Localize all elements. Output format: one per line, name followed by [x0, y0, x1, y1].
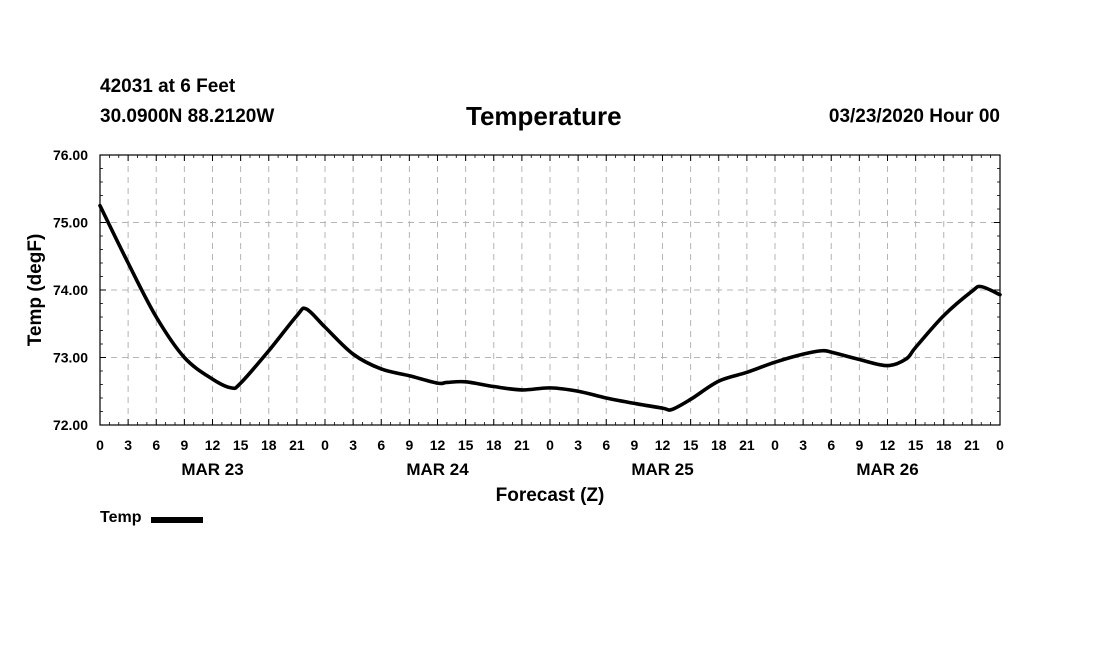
y-axis-title: Temp (degF) — [25, 234, 46, 347]
axes: 0 3 6 9 12 15 18 21 0 3 6 9 12 15 18 21 0 3 6 9 12 15 18 21 0 3 6 9… — [53, 147, 1004, 479]
x-tick-label: 9 — [405, 437, 413, 453]
temp-series-line — [98, 203, 1002, 412]
legend: Temp — [100, 509, 204, 527]
x-tick-label: 3 — [574, 437, 582, 453]
date-label: MAR 24 — [406, 460, 469, 479]
x-tick-label: 6 — [827, 437, 835, 453]
legend-label: Temp — [100, 509, 142, 526]
station-label: 42031 at 6 Feet — [100, 76, 236, 97]
y-tick-label: 76.00 — [53, 147, 88, 163]
x-tick-label: 0 — [96, 437, 104, 453]
x-tick-label: 21 — [289, 437, 305, 453]
x-tick-label: 0 — [996, 437, 1004, 453]
grid — [100, 155, 1000, 425]
x-tick-label: 6 — [152, 437, 160, 453]
x-tick-label: 18 — [711, 437, 727, 453]
series-layer — [98, 203, 1002, 412]
x-tick-label: 6 — [377, 437, 385, 453]
x-tick-label: 15 — [233, 437, 249, 453]
x-tick-label: 12 — [655, 437, 671, 453]
chart-title: Temperature — [466, 101, 622, 131]
y-tick-label: 73.00 — [53, 350, 88, 366]
location-label: 30.0900N 88.2120W — [100, 106, 275, 127]
x-tick-label: 18 — [936, 437, 952, 453]
date-label: MAR 23 — [181, 460, 243, 479]
x-tick-label: 12 — [880, 437, 896, 453]
y-tick-label: 74.00 — [53, 282, 88, 298]
x-tick-label: 15 — [683, 437, 699, 453]
forecast-datetime-label: 03/23/2020 Hour 00 — [828, 106, 1000, 127]
x-tick-label: 18 — [261, 437, 277, 453]
x-tick-label: 9 — [855, 437, 863, 453]
legend-line-swatch — [151, 516, 204, 523]
date-label: MAR 26 — [856, 460, 918, 479]
date-label: MAR 25 — [631, 460, 693, 479]
x-tick-label: 0 — [771, 437, 779, 453]
y-tick-label: 75.00 — [53, 215, 88, 231]
x-tick-label: 21 — [514, 437, 530, 453]
x-tick-label: 3 — [349, 437, 357, 453]
x-tick-label: 15 — [458, 437, 474, 453]
x-tick-label: 3 — [124, 437, 132, 453]
x-tick-label: 12 — [205, 437, 221, 453]
x-tick-label: 12 — [430, 437, 446, 453]
x-tick-label: 15 — [908, 437, 924, 453]
x-tick-label: 21 — [739, 437, 755, 453]
x-tick-label: 18 — [486, 437, 502, 453]
x-tick-label: 9 — [630, 437, 638, 453]
x-tick-label: 9 — [180, 437, 188, 453]
x-tick-label: 0 — [546, 437, 554, 453]
x-tick-label: 0 — [321, 437, 329, 453]
y-tick-label: 72.00 — [53, 417, 88, 433]
x-tick-label: 3 — [799, 437, 807, 453]
x-axis-title: Forecast (Z) — [496, 485, 605, 506]
x-tick-label: 21 — [964, 437, 980, 453]
x-tick-label: 6 — [602, 437, 610, 453]
